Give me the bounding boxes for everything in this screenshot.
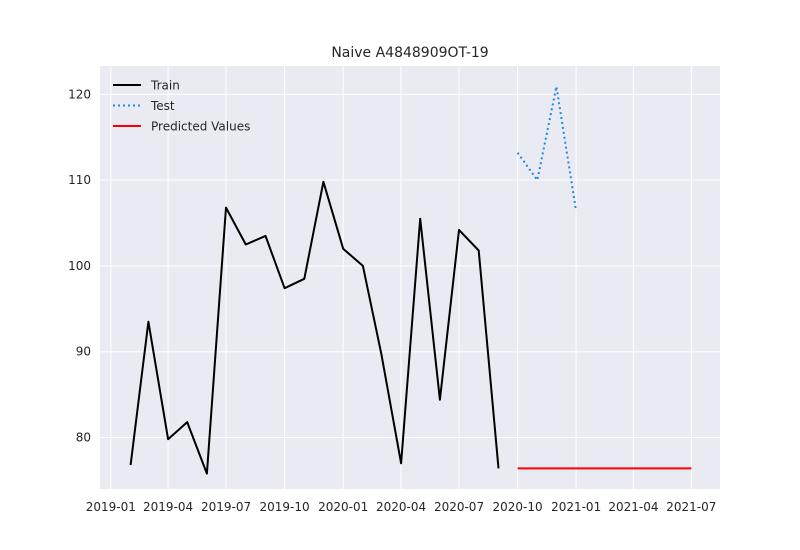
y-tick-label: 110	[68, 173, 91, 187]
grid	[100, 66, 720, 489]
y-tick-label: 120	[68, 87, 91, 101]
legend-label: Train	[150, 79, 180, 93]
plot-area	[100, 66, 720, 489]
y-axis: 80 90 100 110 120	[68, 87, 91, 444]
x-tick-label: 2021-01	[551, 500, 601, 514]
chart-title: Naive A4848909OT-19	[331, 45, 488, 61]
x-tick-label: 2020-04	[376, 500, 426, 514]
x-tick-label: 2021-07	[666, 500, 716, 514]
legend-label: Test	[150, 99, 175, 113]
series-train-line	[129, 180, 500, 475]
x-axis: 2019-01 2019-04 2019-07 2019-10 2020-01 2020-…	[86, 500, 717, 514]
series-test-line	[516, 85, 578, 212]
x-tick-label: 2020-07	[434, 500, 484, 514]
legend: Train Test Predicted Values	[113, 79, 250, 134]
y-tick-label: 80	[76, 431, 91, 445]
y-tick-label: 90	[76, 345, 91, 359]
x-tick-label: 2020-10	[493, 500, 543, 514]
x-tick-label: 2019-01	[86, 500, 136, 514]
series-group	[129, 85, 692, 475]
x-tick-label: 2021-04	[608, 500, 658, 514]
x-tick-label: 2019-04	[143, 500, 193, 514]
y-tick-label: 100	[68, 259, 91, 273]
x-tick-label: 2019-10	[260, 500, 310, 514]
legend-label: Predicted Values	[151, 120, 250, 134]
x-tick-label: 2020-01	[318, 500, 368, 514]
x-tick-label: 2019-07	[201, 500, 251, 514]
